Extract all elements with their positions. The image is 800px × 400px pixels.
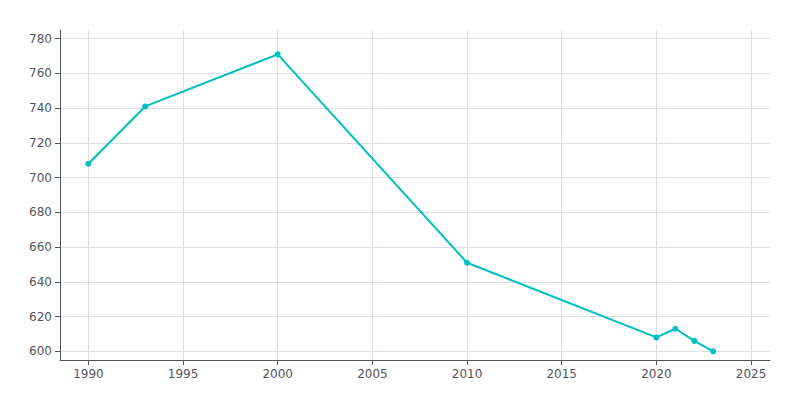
svg-text:2015: 2015 <box>546 367 577 381</box>
svg-text:780: 780 <box>29 32 52 46</box>
svg-text:2020: 2020 <box>641 367 672 381</box>
svg-text:2025: 2025 <box>736 367 767 381</box>
svg-text:620: 620 <box>29 310 52 324</box>
svg-text:760: 760 <box>29 66 52 80</box>
svg-text:700: 700 <box>29 171 52 185</box>
svg-text:600: 600 <box>29 344 52 358</box>
svg-text:720: 720 <box>29 136 52 150</box>
svg-text:660: 660 <box>29 240 52 254</box>
svg-text:740: 740 <box>29 101 52 115</box>
svg-text:640: 640 <box>29 275 52 289</box>
svg-text:1995: 1995 <box>168 367 199 381</box>
svg-text:2000: 2000 <box>262 367 293 381</box>
svg-text:2005: 2005 <box>357 367 388 381</box>
svg-text:680: 680 <box>29 205 52 219</box>
svg-text:2010: 2010 <box>452 367 483 381</box>
svg-text:1990: 1990 <box>73 367 104 381</box>
